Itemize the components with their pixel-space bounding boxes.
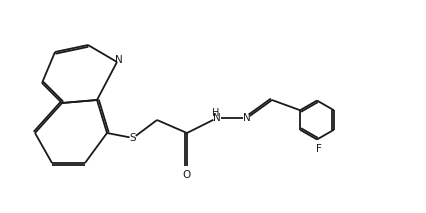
Text: H: H [212, 108, 219, 118]
Text: N: N [242, 113, 250, 123]
Text: S: S [130, 133, 136, 143]
Text: N: N [213, 113, 220, 123]
Text: O: O [182, 170, 191, 180]
Text: F: F [315, 144, 321, 154]
Text: N: N [114, 55, 122, 65]
